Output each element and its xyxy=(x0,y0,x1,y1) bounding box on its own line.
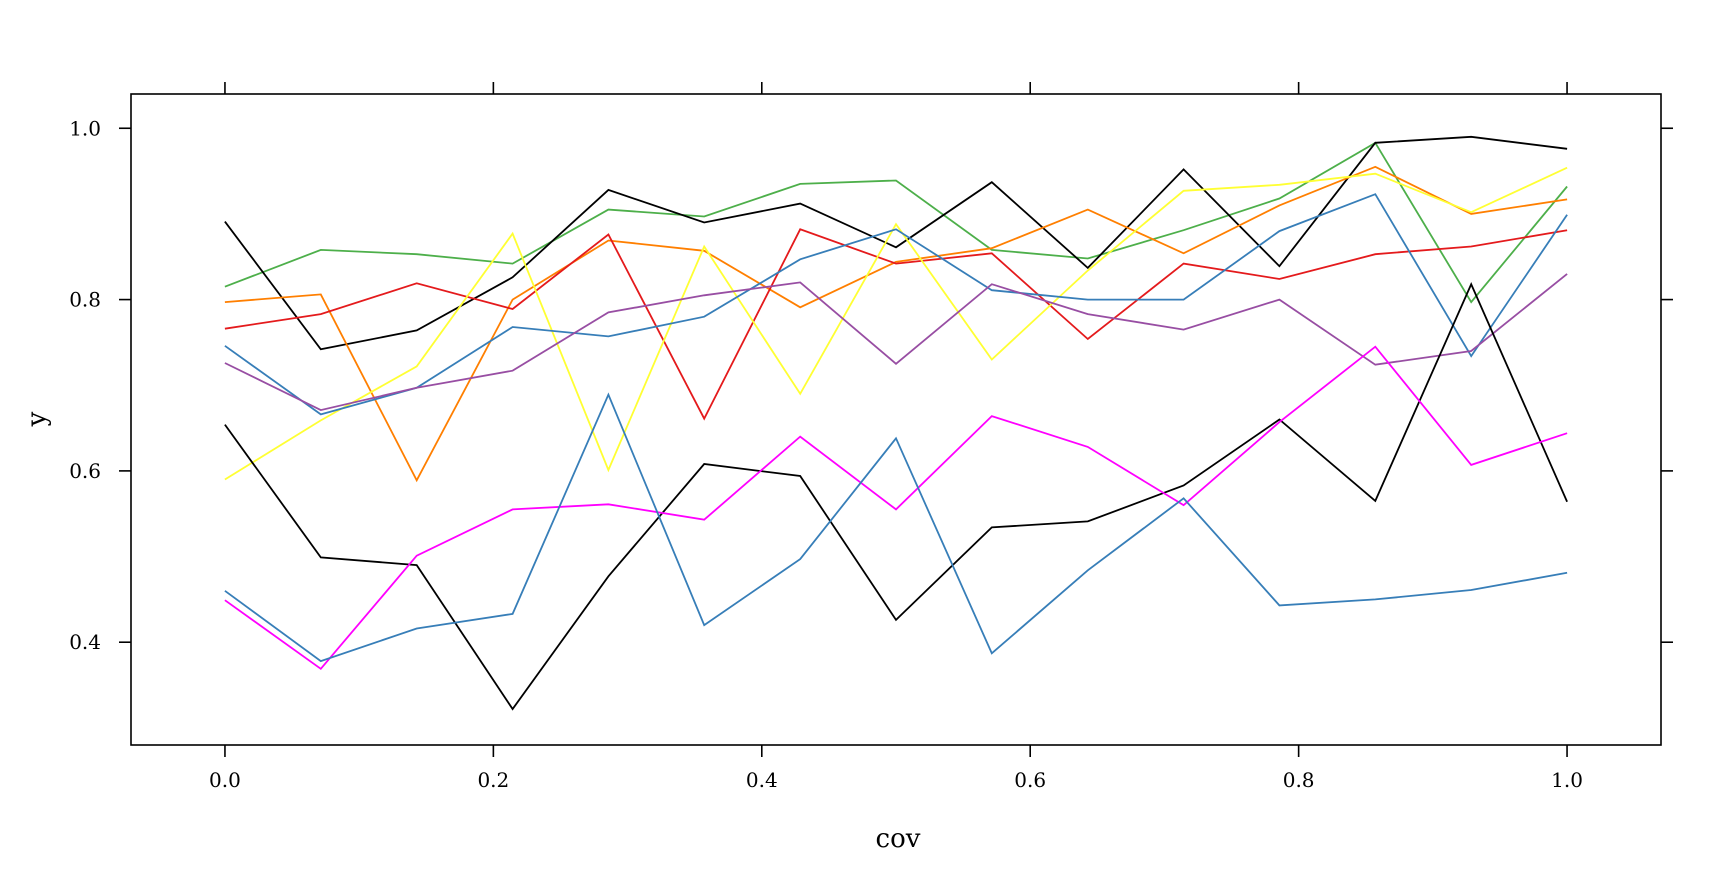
y-axis-title: y xyxy=(22,411,52,427)
y-tick-label: 0.8 xyxy=(69,288,101,312)
ticks-layer: 0.0 0.2 0.4 0.6 0.8 1.0 0.4 0.6 0.8 1.0 xyxy=(69,82,1673,792)
y-tick-label: 1.0 xyxy=(69,116,101,140)
series-line-5 xyxy=(224,166,1568,481)
x-tick-label: 0.4 xyxy=(746,768,778,792)
x-tick-label: 1.0 xyxy=(1551,768,1583,792)
x-axis-title: cov xyxy=(876,824,921,854)
series-line-9 xyxy=(224,345,1568,671)
y-tick-label: 0.4 xyxy=(69,630,101,654)
x-tick-label: 0.2 xyxy=(477,768,509,792)
x-tick-label: 0.6 xyxy=(1014,768,1046,792)
series-line-6 xyxy=(224,193,1568,416)
series-line-4 xyxy=(224,228,1568,421)
x-tick-label: 0.8 xyxy=(1283,768,1315,792)
series-line-2 xyxy=(224,135,1568,351)
series-layer xyxy=(224,135,1568,711)
series-line-10 xyxy=(224,392,1568,663)
series-line-8 xyxy=(224,281,1568,711)
series-line-7 xyxy=(224,273,1568,412)
x-tick-label: 0.0 xyxy=(209,768,241,792)
y-tick-label: 0.6 xyxy=(69,459,101,483)
series-line-3 xyxy=(224,165,1568,483)
plot-frame xyxy=(130,93,1662,746)
series-line-1 xyxy=(224,141,1568,304)
